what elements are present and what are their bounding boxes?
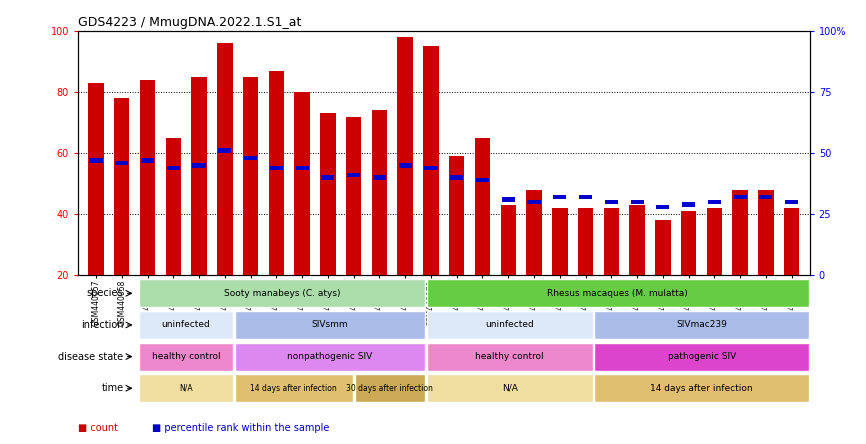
Bar bbox=[759, 195, 772, 199]
Bar bbox=[115, 161, 128, 165]
Text: GDS4223 / MmugDNA.2022.1.S1_at: GDS4223 / MmugDNA.2022.1.S1_at bbox=[78, 16, 301, 28]
Text: uninfected: uninfected bbox=[486, 321, 534, 329]
Bar bbox=[167, 166, 180, 170]
Text: Sooty manabeys (C. atys): Sooty manabeys (C. atys) bbox=[223, 289, 340, 298]
Bar bbox=[139, 80, 155, 275]
Bar bbox=[294, 92, 310, 275]
Bar bbox=[89, 158, 102, 163]
Bar bbox=[114, 98, 130, 275]
Bar bbox=[527, 200, 540, 204]
Text: SIVmac239: SIVmac239 bbox=[676, 321, 727, 329]
Bar bbox=[235, 343, 425, 370]
Bar bbox=[594, 374, 809, 402]
Bar bbox=[427, 374, 593, 402]
Text: infection: infection bbox=[81, 320, 124, 330]
Bar bbox=[475, 138, 490, 275]
Bar bbox=[501, 205, 516, 275]
Bar bbox=[139, 311, 233, 339]
Bar bbox=[354, 374, 425, 402]
Bar bbox=[553, 195, 566, 199]
Bar bbox=[527, 190, 542, 275]
Text: 14 days after infection: 14 days after infection bbox=[650, 384, 753, 393]
Bar bbox=[476, 178, 489, 182]
Bar bbox=[244, 156, 257, 160]
Bar bbox=[139, 343, 233, 370]
Bar bbox=[681, 211, 696, 275]
Bar bbox=[449, 156, 464, 275]
Bar bbox=[88, 83, 104, 275]
Text: disease state: disease state bbox=[58, 352, 124, 361]
Bar bbox=[397, 37, 413, 275]
Text: time: time bbox=[101, 383, 124, 393]
Bar bbox=[630, 200, 643, 204]
Bar bbox=[139, 374, 233, 402]
Bar bbox=[450, 175, 463, 180]
Bar bbox=[139, 279, 425, 307]
Bar bbox=[501, 197, 514, 202]
Text: nonpathogenic SIV: nonpathogenic SIV bbox=[288, 352, 372, 361]
Bar bbox=[321, 175, 334, 180]
Bar bbox=[578, 208, 593, 275]
Bar bbox=[579, 195, 592, 199]
Text: pathogenic SIV: pathogenic SIV bbox=[668, 352, 736, 361]
Bar bbox=[594, 311, 809, 339]
Bar bbox=[656, 205, 669, 209]
Text: N/A: N/A bbox=[502, 384, 518, 393]
Bar bbox=[346, 117, 361, 275]
Bar bbox=[372, 111, 387, 275]
Bar bbox=[733, 190, 748, 275]
Bar bbox=[218, 148, 231, 153]
Bar bbox=[242, 77, 258, 275]
Text: uninfected: uninfected bbox=[162, 321, 210, 329]
Bar bbox=[398, 163, 411, 168]
Bar bbox=[235, 311, 425, 339]
Bar bbox=[594, 343, 809, 370]
Text: SIVsmm: SIVsmm bbox=[312, 321, 348, 329]
Bar bbox=[424, 166, 437, 170]
Bar bbox=[604, 208, 619, 275]
Bar bbox=[295, 166, 308, 170]
Text: healthy control: healthy control bbox=[475, 352, 544, 361]
Bar bbox=[320, 114, 336, 275]
Text: ■ count: ■ count bbox=[78, 424, 118, 433]
Bar bbox=[785, 200, 798, 204]
Bar bbox=[141, 158, 154, 163]
Bar bbox=[758, 190, 773, 275]
Bar bbox=[192, 163, 205, 168]
Text: species: species bbox=[87, 288, 124, 298]
Bar bbox=[427, 311, 593, 339]
Text: 14 days after infection: 14 days after infection bbox=[250, 384, 337, 393]
Bar bbox=[427, 343, 593, 370]
Bar bbox=[165, 138, 181, 275]
Bar bbox=[270, 166, 283, 170]
Bar bbox=[427, 279, 809, 307]
Bar bbox=[707, 208, 722, 275]
Text: ■ percentile rank within the sample: ■ percentile rank within the sample bbox=[152, 424, 329, 433]
Text: N/A: N/A bbox=[179, 384, 193, 393]
Text: Rhesus macaques (M. mulatta): Rhesus macaques (M. mulatta) bbox=[547, 289, 688, 298]
Text: 30 days after infection: 30 days after infection bbox=[346, 384, 433, 393]
Text: healthy control: healthy control bbox=[152, 352, 220, 361]
Bar bbox=[423, 46, 439, 275]
Bar bbox=[682, 202, 695, 207]
Bar bbox=[630, 205, 645, 275]
Bar bbox=[734, 195, 746, 199]
Bar bbox=[708, 200, 721, 204]
Bar bbox=[217, 44, 233, 275]
Bar bbox=[655, 220, 670, 275]
Bar bbox=[191, 77, 207, 275]
Bar bbox=[268, 71, 284, 275]
Bar bbox=[784, 208, 799, 275]
Bar bbox=[552, 208, 567, 275]
Bar bbox=[235, 374, 353, 402]
Bar bbox=[347, 173, 360, 178]
Bar bbox=[604, 200, 617, 204]
Bar bbox=[373, 175, 386, 180]
